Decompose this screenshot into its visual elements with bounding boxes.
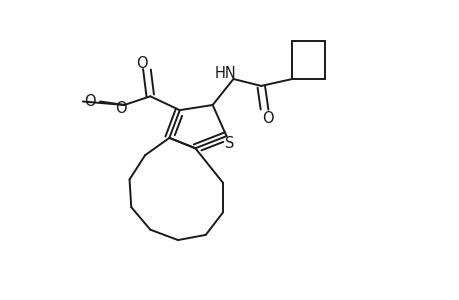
Text: S: S [224, 136, 234, 151]
Text: O: O [115, 101, 126, 116]
Text: O: O [262, 111, 273, 126]
Text: HN: HN [214, 66, 236, 81]
Text: O: O [84, 94, 95, 109]
Text: O: O [135, 56, 147, 71]
